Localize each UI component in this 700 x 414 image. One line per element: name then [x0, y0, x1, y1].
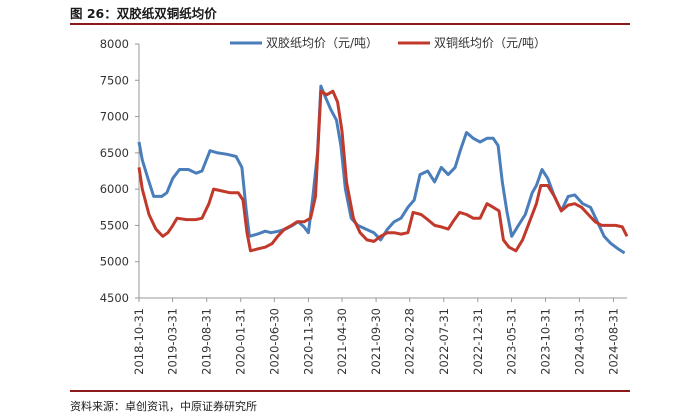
- x-tick-label: 2024-08-31: [606, 308, 620, 375]
- y-tick-label: 6000: [100, 182, 129, 196]
- figure-title: 图 26：双胶纸双铜纸均价: [70, 6, 217, 21]
- title-bar: 图 26：双胶纸双铜纸均价: [70, 3, 630, 25]
- x-tick-label: 2021-09-30: [369, 308, 383, 375]
- x-tick-label: 2024-03-31: [572, 308, 586, 375]
- chart-series: [137, 84, 629, 255]
- x-tick-label: 2022-02-28: [403, 308, 417, 375]
- x-tick-label: 2022-07-31: [437, 308, 451, 375]
- y-tick-label: 5500: [100, 218, 129, 232]
- series-line-2: [137, 89, 629, 253]
- x-tick-label: 2022-12-31: [471, 308, 485, 375]
- legend-label-2: 双铜纸均价（元/吨）: [434, 35, 546, 50]
- line-chart: 4500 5000 5500 6000 6500 7000 7500 8000 2018-10-…: [100, 35, 629, 375]
- chart-legend: 双胶纸均价（元/吨） 双铜纸均价（元/吨）: [230, 35, 546, 50]
- x-tick-label: 2019-08-31: [200, 308, 214, 375]
- legend-label-1: 双胶纸均价（元/吨）: [266, 35, 378, 50]
- x-tick-label: 2020-11-30: [301, 308, 315, 375]
- x-tick-label: 2018-10-31: [132, 308, 146, 375]
- series-line-1: [137, 84, 626, 255]
- x-tick-label: 2023-05-31: [504, 308, 518, 375]
- y-tick-label: 7000: [100, 110, 129, 124]
- x-tick-label: 2023-10-31: [539, 308, 553, 375]
- chart-axes: 4500 5000 5500 6000 6500 7000 7500 8000 2018-10-…: [100, 37, 627, 375]
- y-tick-label: 8000: [100, 37, 129, 51]
- footer-bar: 资料来源：卓创资讯，中原证券研究所: [70, 390, 630, 414]
- y-tick-label: 6500: [100, 146, 129, 160]
- y-tick-label: 5000: [100, 255, 129, 269]
- x-tick-label: 2019-03-31: [166, 308, 180, 375]
- x-tick-label: 2021-04-30: [335, 308, 349, 375]
- y-tick-label: 7500: [100, 73, 129, 87]
- x-tick-label: 2020-01-31: [234, 308, 248, 375]
- x-tick-label: 2020-06-30: [267, 308, 281, 375]
- y-tick-label: 4500: [100, 291, 129, 305]
- source-note: 资料来源：卓创资讯，中原证券研究所: [70, 400, 257, 413]
